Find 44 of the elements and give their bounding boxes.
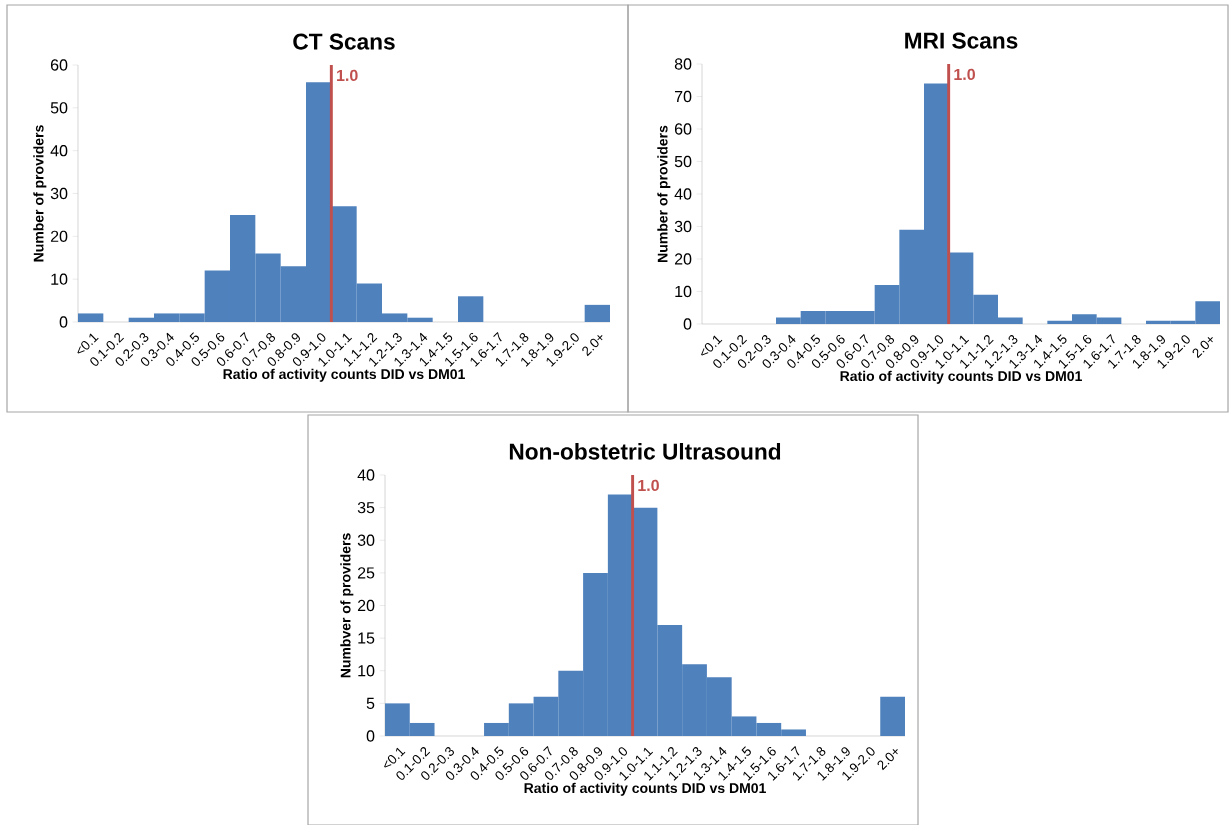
y-tick-label: 60: [674, 123, 692, 135]
y-tick-label: 70: [674, 90, 692, 103]
y-tick-label: 30: [50, 187, 68, 200]
ref-line-label: 1.0: [337, 69, 358, 82]
y-tick-label: 10: [51, 273, 68, 285]
y-tick-label: 20: [357, 599, 375, 612]
chart-title: CT Scans: [293, 33, 395, 50]
y-tick-label: 10: [358, 665, 375, 677]
y-tick-label: 10: [675, 285, 692, 298]
x-tick-label: 2.0+: [877, 749, 898, 771]
ref-line-label: 1.0: [638, 479, 659, 492]
x-axis-title: Ratio of activity counts DID vs DM01: [840, 370, 1082, 384]
y-tick-label: 30: [674, 220, 692, 233]
y-tick-label: 50: [50, 102, 68, 114]
y-tick-label: 25: [357, 567, 375, 579]
y-tick-label: 40: [357, 469, 375, 481]
y-tick-label: 20: [674, 253, 692, 265]
y-tick-label: 0: [366, 730, 375, 742]
x-tick-label: 2.0+: [1192, 337, 1213, 359]
y-tick-label: 15: [358, 632, 375, 644]
ref-line-label: 1.0: [954, 68, 975, 81]
y-tick-label: 5: [366, 697, 375, 709]
y-axis-title: Number of providers: [33, 125, 47, 262]
y-tick-label: 40: [50, 145, 68, 157]
y-tick-label: 60: [50, 59, 68, 71]
x-axis-title: Ratio of activity counts DID vs DM01: [223, 368, 465, 382]
y-tick-label: 20: [50, 230, 68, 242]
y-axis-title: Number of providers: [657, 125, 671, 262]
y-tick-label: 80: [674, 58, 692, 70]
bar: [458, 296, 484, 322]
y-tick-label: 40: [674, 188, 692, 200]
bar: [78, 313, 104, 322]
y-tick-label: 0: [683, 318, 692, 330]
x-axis-title: Ratio of activity counts DID vs DM01: [524, 782, 766, 796]
y-tick-label: 0: [59, 316, 68, 328]
y-tick-label: 50: [674, 155, 692, 168]
chart-title: Non-obstetric Ultrasound: [509, 442, 781, 460]
y-tick-label: 35: [357, 501, 375, 514]
y-tick-label: 30: [357, 534, 375, 546]
bar: [880, 696, 905, 736]
chart-title: MRI Scans: [905, 32, 1018, 49]
x-tick-label: 2.0+: [582, 335, 603, 357]
bar: [584, 304, 611, 322]
y-axis-title: Numbver of providers: [340, 533, 354, 678]
